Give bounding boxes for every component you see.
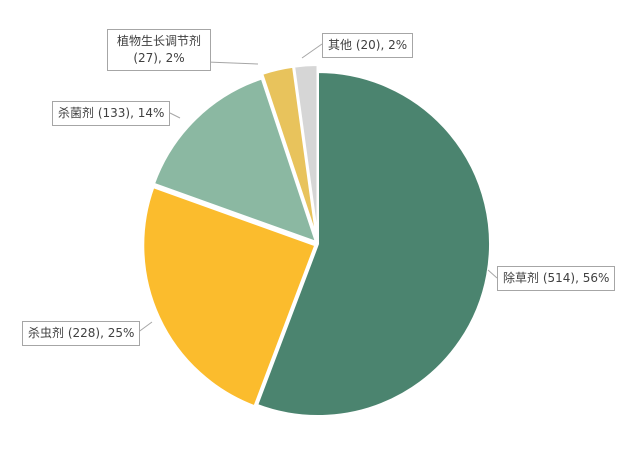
pie-slice — [152, 77, 318, 244]
pie-slice — [293, 64, 319, 238]
leader-line — [487, 269, 498, 279]
data-label: 杀虫剂 (228), 25% — [22, 321, 141, 346]
data-label: 除草剂 (514), 56% — [497, 266, 616, 291]
leader-line — [301, 43, 323, 59]
leader-line — [169, 112, 181, 119]
data-label: 植物生长调节剂 (27), 2% — [107, 29, 211, 71]
pie-slice — [260, 65, 318, 238]
data-label: 其他 (20), 2% — [322, 33, 414, 58]
pie-slice — [142, 185, 317, 408]
data-label: 杀菌剂 (133), 14% — [52, 101, 171, 126]
pie-slice — [255, 70, 491, 417]
leader-line — [206, 61, 259, 65]
